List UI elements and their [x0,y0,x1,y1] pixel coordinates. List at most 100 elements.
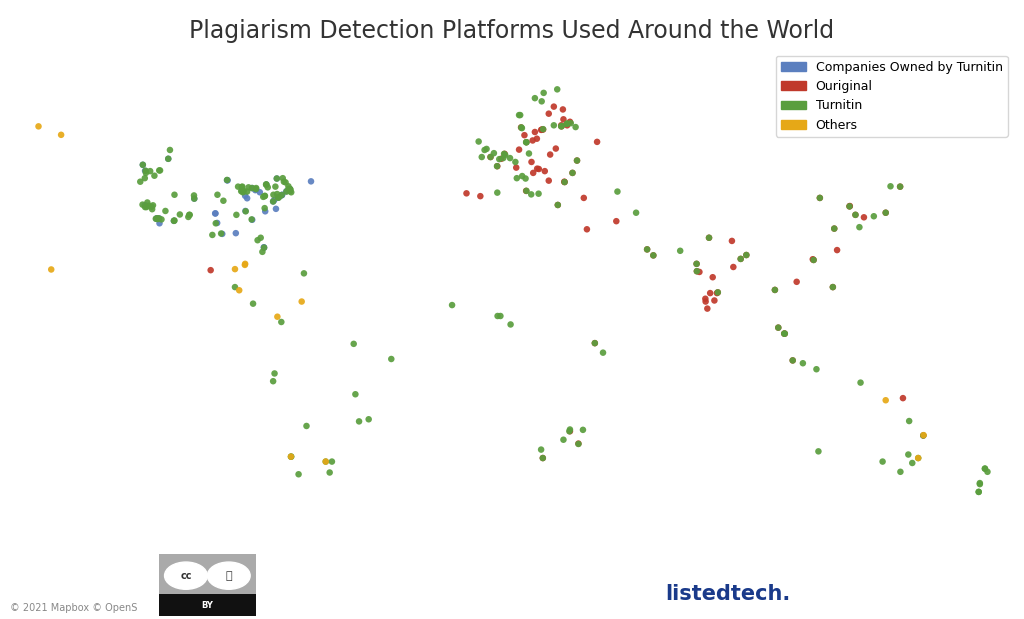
Point [185,191,202,201]
Point [808,364,824,374]
Point [556,177,572,187]
Point [559,119,575,129]
Point [516,130,532,140]
Point [282,184,298,194]
Point [562,425,579,435]
Point [281,181,297,191]
Point [511,110,527,120]
Point [574,425,591,435]
Point [915,431,932,441]
Point [283,188,299,197]
Point [360,414,377,424]
Point [517,173,534,183]
Point [252,188,268,197]
Point [267,204,284,214]
Point [265,190,282,200]
Point [895,393,911,403]
Point [525,168,542,178]
Point [709,288,725,298]
Point [509,173,525,183]
Point [587,338,603,348]
Point [824,282,841,292]
Point [234,186,251,196]
Point [852,378,868,387]
Point [247,185,263,195]
Point [207,209,223,219]
Point [546,120,562,130]
Point [482,152,499,162]
Point [186,194,203,204]
Point [265,196,282,206]
Point [245,299,261,309]
Point [688,259,705,269]
Point [536,88,552,98]
Point [526,93,543,103]
Point [910,453,927,463]
Point [296,269,312,279]
Point [138,168,155,178]
Point [228,210,245,220]
Point [254,247,270,257]
Legend: Companies Owned by Turnitin, Ouriginal, Turnitin, Others: Companies Owned by Turnitin, Ouriginal, … [775,56,1008,137]
Point [273,317,290,327]
Point [268,173,285,183]
Point [725,262,741,272]
Point [234,186,251,196]
Point [892,182,908,192]
Point [317,457,334,467]
Point [555,435,571,444]
Point [784,355,801,365]
Point [257,191,273,201]
Point [137,166,154,176]
Point [209,218,225,228]
Point [231,285,248,295]
Point [248,184,264,194]
Point [148,214,165,223]
Point [226,264,243,274]
Point [279,186,295,196]
Point [530,164,547,174]
Point [485,148,502,158]
Point [345,339,361,348]
Point [383,354,399,364]
Point [267,182,284,192]
Point [529,163,546,173]
Point [518,137,535,147]
Point [979,467,995,477]
FancyBboxPatch shape [159,554,256,594]
Point [496,149,512,159]
Point [568,155,585,165]
Point [181,210,198,220]
Point [236,186,252,196]
Point [494,154,510,164]
Point [138,202,155,212]
Point [137,166,154,176]
Point [152,219,168,228]
Point [31,121,47,131]
Point [514,123,530,133]
Point [738,250,755,260]
Point [910,453,927,463]
Point [579,224,595,234]
Point [144,201,161,210]
Point [238,206,254,216]
FancyBboxPatch shape [159,594,256,616]
Point [238,206,254,216]
Text: listedtech.: listedtech. [666,584,791,604]
Point [244,214,260,224]
Point [608,216,625,226]
Point [639,245,655,254]
Point [493,311,509,321]
Point [317,457,334,467]
Point [294,297,310,306]
Point [595,348,611,358]
Point [550,200,566,210]
Point [776,329,793,339]
Point [528,134,545,144]
Point [248,184,264,194]
Point [526,127,543,137]
Point [278,178,294,188]
Point [282,184,298,194]
Point [137,201,154,210]
Point [181,210,198,220]
